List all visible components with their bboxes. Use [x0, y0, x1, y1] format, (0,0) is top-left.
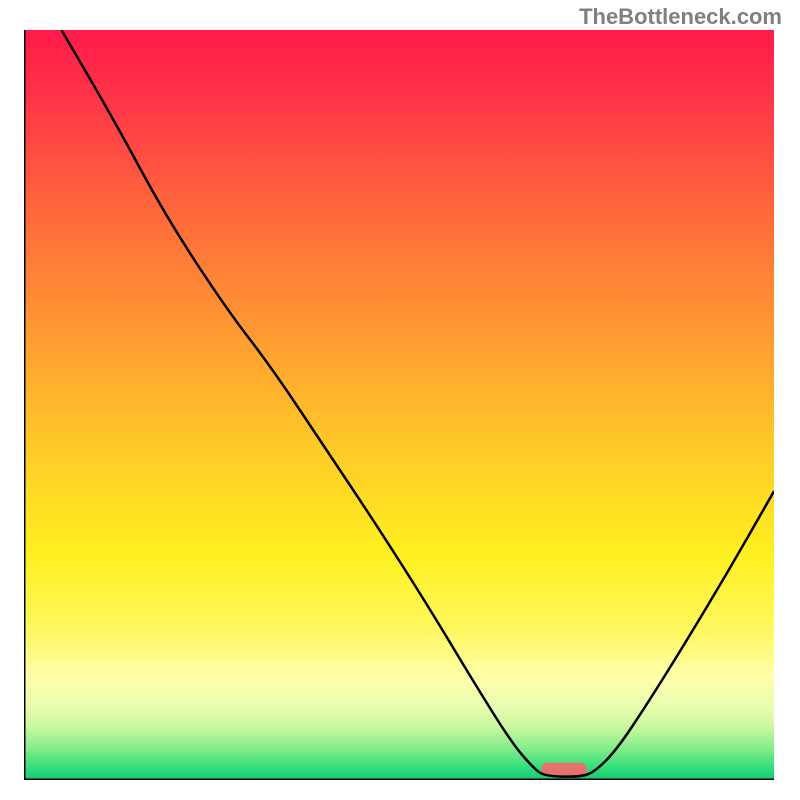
chart-container: [24, 30, 774, 780]
gradient-background: [24, 30, 774, 780]
watermark-text: TheBottleneck.com: [579, 4, 782, 30]
bottleneck-chart: [24, 30, 774, 780]
